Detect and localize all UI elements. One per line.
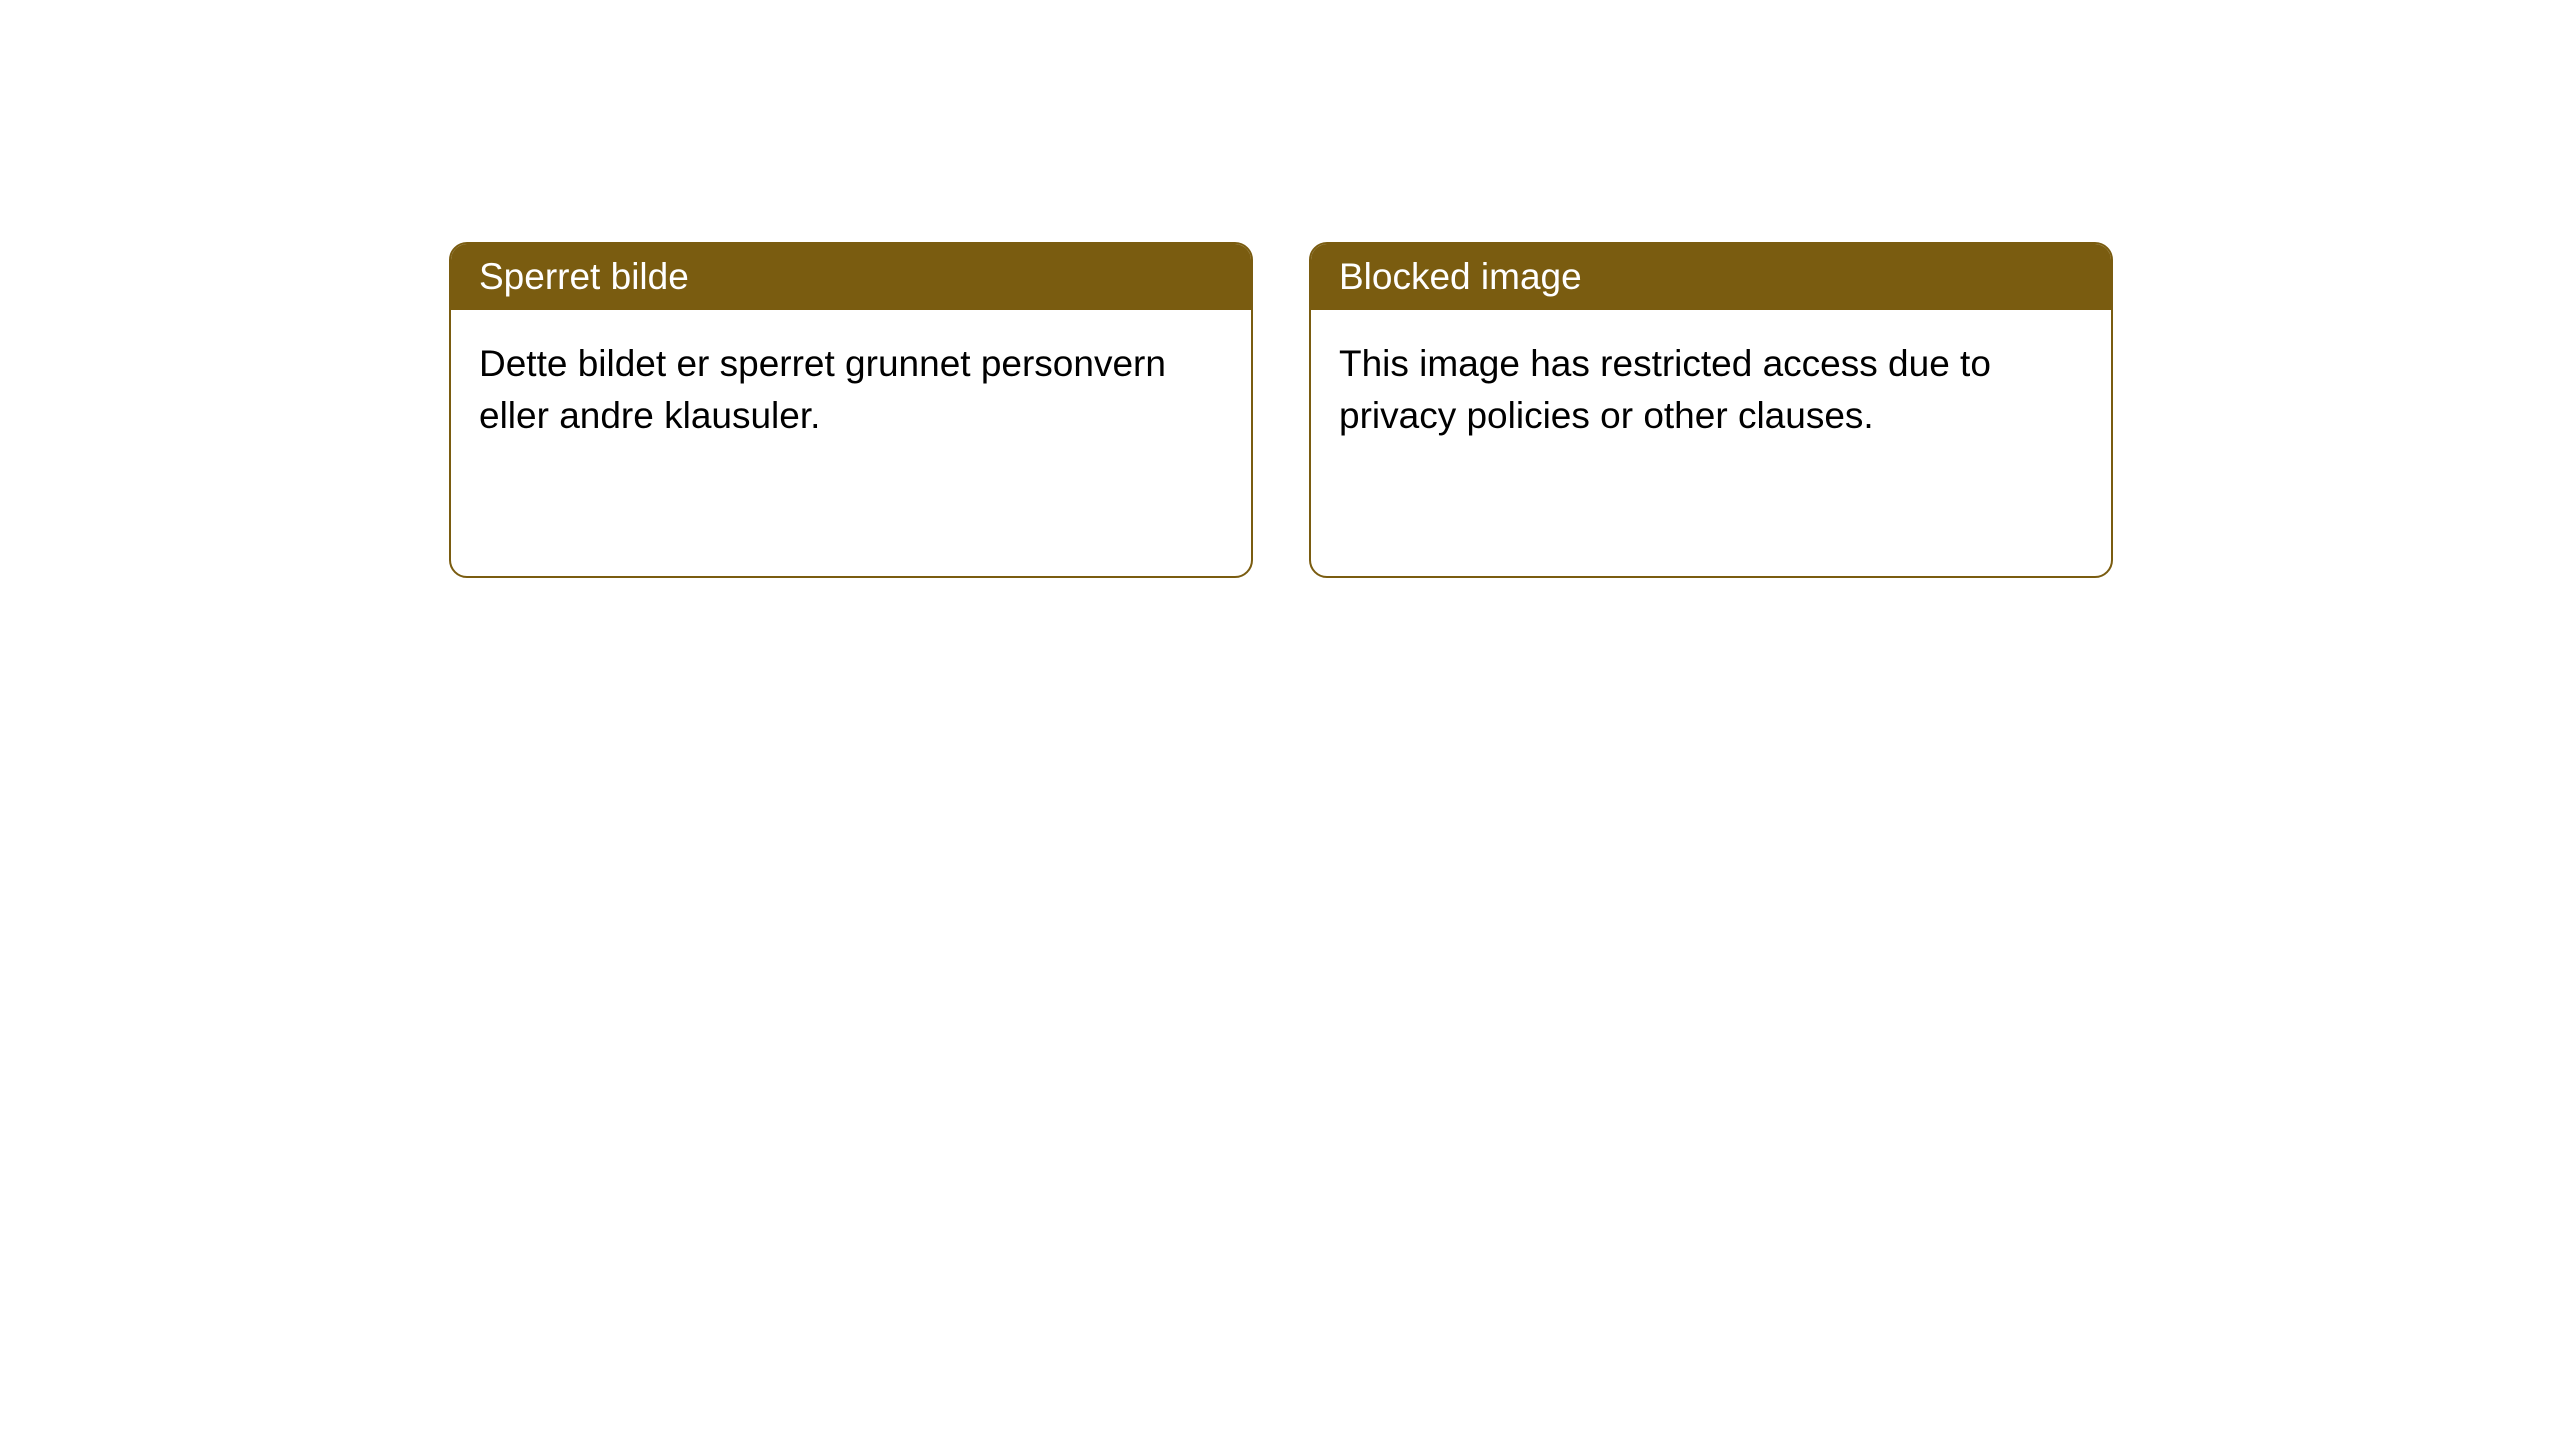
card-body-text: Dette bildet er sperret grunnet personve… [479,343,1166,436]
card-body-text: This image has restricted access due to … [1339,343,1991,436]
card-header: Sperret bilde [451,244,1251,310]
card-header-text: Blocked image [1339,256,1582,297]
blocked-image-card-norwegian: Sperret bilde Dette bildet er sperret gr… [449,242,1253,578]
blocked-image-card-english: Blocked image This image has restricted … [1309,242,2113,578]
card-body: Dette bildet er sperret grunnet personve… [451,310,1251,470]
card-header-text: Sperret bilde [479,256,689,297]
blocked-image-cards: Sperret bilde Dette bildet er sperret gr… [449,242,2560,578]
card-header: Blocked image [1311,244,2111,310]
card-body: This image has restricted access due to … [1311,310,2111,470]
